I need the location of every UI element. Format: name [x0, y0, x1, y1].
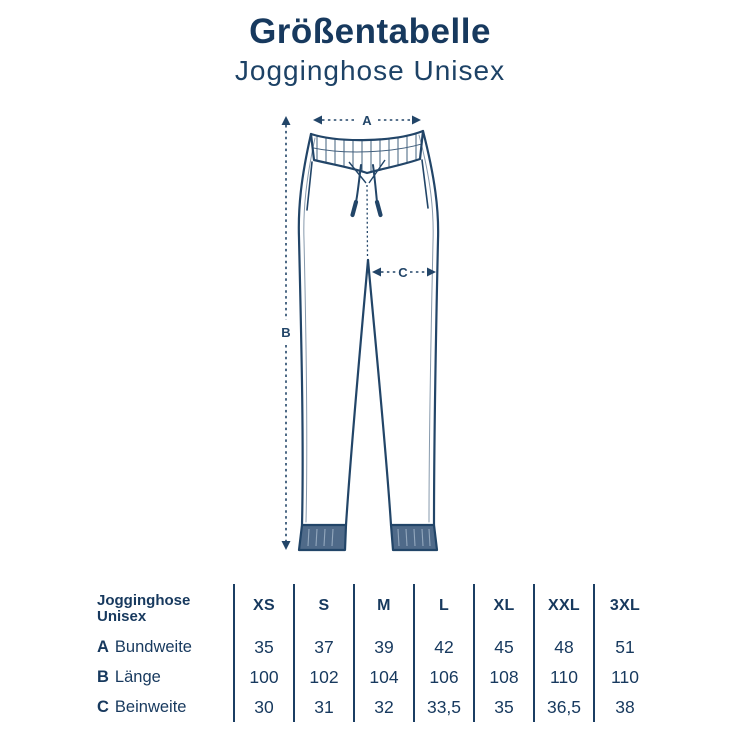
waistband — [309, 129, 425, 184]
drawstring-aglet-right — [374, 199, 383, 218]
cuff-ribbing — [307, 528, 431, 547]
size-col-header-xxl: XXL — [535, 584, 595, 632]
measure-label-c: C — [398, 265, 408, 280]
seam-stitch-left — [303, 137, 316, 523]
outer-seam-right — [421, 129, 440, 527]
row-key-c: C — [97, 697, 109, 716]
row-name-beinweite: Beinweite — [114, 697, 187, 716]
value-cell: 42 — [415, 632, 475, 662]
drawstrings — [350, 164, 383, 218]
inner-seam-left — [344, 258, 370, 527]
page-title: Größentabelle — [249, 12, 491, 51]
center-front-seam — [366, 184, 369, 259]
pants-drawing: A B C — [281, 113, 440, 552]
value-cell: 108 — [475, 662, 535, 692]
row-label-beinweite: C Beinweite — [94, 692, 235, 722]
value-cell: 106 — [415, 662, 475, 692]
outer-seam-left — [297, 132, 313, 527]
row-label-bundweite: A Bundweite — [94, 632, 235, 662]
value-cell: 110 — [611, 666, 639, 687]
value-cell: 45 — [475, 632, 535, 662]
seam-stitch-right — [418, 134, 434, 523]
row-name-laenge: Länge — [114, 667, 161, 686]
value-cell: 100 — [235, 662, 295, 692]
size-col-header-3xl: 3XL — [609, 597, 641, 614]
ankle-cuffs — [297, 523, 439, 552]
size-col-header-m: M — [355, 584, 415, 632]
value-cell: 37 — [295, 632, 355, 662]
pocket-right — [421, 159, 429, 209]
value-cell: 110 — [535, 662, 595, 692]
page-subtitle: Jogginghose Unisex — [234, 55, 506, 86]
size-col-header-s: S — [295, 584, 355, 632]
size-col-header-l: L — [415, 584, 475, 632]
value-cell: 30 — [235, 692, 295, 722]
row-label-laenge: B Länge — [94, 662, 235, 692]
measure-arrow-c: C — [372, 265, 436, 280]
value-cell: 38 — [615, 696, 635, 717]
value-cell: 51 — [615, 636, 635, 657]
measure-label-b: B — [281, 325, 290, 340]
measure-arrow-a: A — [313, 113, 421, 128]
value-cell: 35 — [235, 632, 295, 662]
drawstring-aglet-left — [350, 199, 359, 218]
value-cell: 32 — [355, 692, 415, 722]
pants-diagram: A B C — [253, 98, 485, 570]
row-key-b: B — [97, 667, 109, 686]
value-cell: 33,5 — [415, 692, 475, 722]
row-name-bundweite: Bundweite — [114, 637, 192, 656]
inner-seam-right — [366, 258, 393, 527]
value-cell: 104 — [355, 662, 415, 692]
size-col-header-xl: XL — [475, 584, 535, 632]
size-table: Jogginghose Unisex XS S M L XL XXL 3XL A… — [94, 584, 655, 722]
measure-arrow-b: B — [281, 116, 291, 550]
value-cell: 102 — [295, 662, 355, 692]
value-cell: 31 — [295, 692, 355, 722]
pocket-left — [306, 161, 313, 211]
measure-label-a: A — [362, 113, 372, 128]
table-product-header: Jogginghose Unisex — [94, 584, 235, 632]
value-cell: 48 — [535, 632, 595, 662]
value-cell: 36,5 — [535, 692, 595, 722]
front-yoke-seam — [348, 159, 386, 184]
pants-outline — [297, 129, 440, 527]
size-col-header-xs: XS — [235, 584, 295, 632]
row-key-a: A — [97, 637, 109, 656]
cuff-left — [297, 523, 348, 552]
value-cell: 39 — [355, 632, 415, 662]
value-cell: 35 — [475, 692, 535, 722]
